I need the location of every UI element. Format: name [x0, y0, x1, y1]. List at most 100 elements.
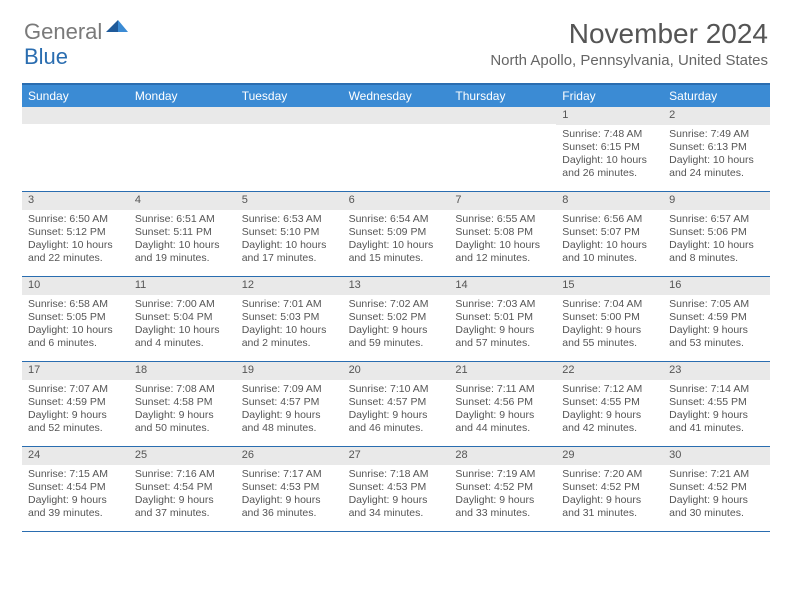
sunrise: Sunrise: 7:01 AM	[242, 298, 337, 311]
sunrise: Sunrise: 7:17 AM	[242, 468, 337, 481]
day-cell: 4Sunrise: 6:51 AMSunset: 5:11 PMDaylight…	[129, 192, 236, 276]
day-number: 7	[449, 192, 556, 210]
daylight: Daylight: 10 hours and 6 minutes.	[28, 324, 123, 350]
day-cell: 11Sunrise: 7:00 AMSunset: 5:04 PMDayligh…	[129, 277, 236, 361]
day-body: Sunrise: 7:21 AMSunset: 4:52 PMDaylight:…	[663, 465, 770, 525]
day-cell: 27Sunrise: 7:18 AMSunset: 4:53 PMDayligh…	[343, 447, 450, 531]
dow-thursday: Thursday	[449, 85, 556, 107]
daylight: Daylight: 9 hours and 37 minutes.	[135, 494, 230, 520]
day-cell: 30Sunrise: 7:21 AMSunset: 4:52 PMDayligh…	[663, 447, 770, 531]
day-body: Sunrise: 6:55 AMSunset: 5:08 PMDaylight:…	[449, 210, 556, 270]
sunset: Sunset: 4:52 PM	[455, 481, 550, 494]
day-cell: 20Sunrise: 7:10 AMSunset: 4:57 PMDayligh…	[343, 362, 450, 446]
day-body: Sunrise: 7:12 AMSunset: 4:55 PMDaylight:…	[556, 380, 663, 440]
day-body: Sunrise: 7:49 AMSunset: 6:13 PMDaylight:…	[663, 125, 770, 185]
day-number: 28	[449, 447, 556, 465]
day-cell: 24Sunrise: 7:15 AMSunset: 4:54 PMDayligh…	[22, 447, 129, 531]
daylight: Daylight: 9 hours and 33 minutes.	[455, 494, 550, 520]
day-body: Sunrise: 7:08 AMSunset: 4:58 PMDaylight:…	[129, 380, 236, 440]
daylight: Daylight: 10 hours and 26 minutes.	[562, 154, 657, 180]
day-number	[22, 107, 129, 124]
day-number: 11	[129, 277, 236, 295]
day-cell: 2Sunrise: 7:49 AMSunset: 6:13 PMDaylight…	[663, 107, 770, 191]
day-number	[343, 107, 450, 124]
daylight: Daylight: 9 hours and 55 minutes.	[562, 324, 657, 350]
day-body: Sunrise: 7:05 AMSunset: 4:59 PMDaylight:…	[663, 295, 770, 355]
sunset: Sunset: 6:13 PM	[669, 141, 764, 154]
daylight: Daylight: 9 hours and 36 minutes.	[242, 494, 337, 520]
sunrise: Sunrise: 7:48 AM	[562, 128, 657, 141]
sunset: Sunset: 4:52 PM	[669, 481, 764, 494]
sunrise: Sunrise: 6:51 AM	[135, 213, 230, 226]
sunset: Sunset: 5:12 PM	[28, 226, 123, 239]
day-number	[236, 107, 343, 124]
day-cell: 18Sunrise: 7:08 AMSunset: 4:58 PMDayligh…	[129, 362, 236, 446]
day-body: Sunrise: 7:00 AMSunset: 5:04 PMDaylight:…	[129, 295, 236, 355]
sunrise: Sunrise: 7:49 AM	[669, 128, 764, 141]
day-body: Sunrise: 7:09 AMSunset: 4:57 PMDaylight:…	[236, 380, 343, 440]
sunset: Sunset: 4:55 PM	[562, 396, 657, 409]
sunrise: Sunrise: 7:04 AM	[562, 298, 657, 311]
day-cell: 8Sunrise: 6:56 AMSunset: 5:07 PMDaylight…	[556, 192, 663, 276]
sunrise: Sunrise: 6:56 AM	[562, 213, 657, 226]
sunset: Sunset: 5:05 PM	[28, 311, 123, 324]
day-number	[449, 107, 556, 124]
sunrise: Sunrise: 7:08 AM	[135, 383, 230, 396]
sunrise: Sunrise: 7:05 AM	[669, 298, 764, 311]
day-number: 22	[556, 362, 663, 380]
sunset: Sunset: 5:06 PM	[669, 226, 764, 239]
daylight: Daylight: 9 hours and 30 minutes.	[669, 494, 764, 520]
logo-blue-row: Blue	[24, 44, 68, 70]
week-row: 17Sunrise: 7:07 AMSunset: 4:59 PMDayligh…	[22, 362, 770, 447]
sunrise: Sunrise: 7:15 AM	[28, 468, 123, 481]
day-cell	[22, 107, 129, 191]
daylight: Daylight: 10 hours and 12 minutes.	[455, 239, 550, 265]
sunset: Sunset: 6:15 PM	[562, 141, 657, 154]
day-body: Sunrise: 7:15 AMSunset: 4:54 PMDaylight:…	[22, 465, 129, 525]
day-cell: 9Sunrise: 6:57 AMSunset: 5:06 PMDaylight…	[663, 192, 770, 276]
day-number: 16	[663, 277, 770, 295]
sunset: Sunset: 4:57 PM	[349, 396, 444, 409]
sunset: Sunset: 4:57 PM	[242, 396, 337, 409]
day-cell: 13Sunrise: 7:02 AMSunset: 5:02 PMDayligh…	[343, 277, 450, 361]
daylight: Daylight: 9 hours and 41 minutes.	[669, 409, 764, 435]
day-cell: 7Sunrise: 6:55 AMSunset: 5:08 PMDaylight…	[449, 192, 556, 276]
sunset: Sunset: 4:56 PM	[455, 396, 550, 409]
day-number: 1	[556, 107, 663, 125]
sunrise: Sunrise: 7:12 AM	[562, 383, 657, 396]
day-body: Sunrise: 7:10 AMSunset: 4:57 PMDaylight:…	[343, 380, 450, 440]
day-body: Sunrise: 7:17 AMSunset: 4:53 PMDaylight:…	[236, 465, 343, 525]
sunset: Sunset: 5:11 PM	[135, 226, 230, 239]
day-number: 4	[129, 192, 236, 210]
logo-triangle-icon	[106, 18, 128, 37]
sunset: Sunset: 5:03 PM	[242, 311, 337, 324]
day-cell	[129, 107, 236, 191]
day-number: 13	[343, 277, 450, 295]
day-number: 24	[22, 447, 129, 465]
daylight: Daylight: 9 hours and 57 minutes.	[455, 324, 550, 350]
day-number: 14	[449, 277, 556, 295]
day-body: Sunrise: 7:14 AMSunset: 4:55 PMDaylight:…	[663, 380, 770, 440]
sunset: Sunset: 4:59 PM	[669, 311, 764, 324]
daylight: Daylight: 9 hours and 48 minutes.	[242, 409, 337, 435]
day-cell: 14Sunrise: 7:03 AMSunset: 5:01 PMDayligh…	[449, 277, 556, 361]
day-body: Sunrise: 6:53 AMSunset: 5:10 PMDaylight:…	[236, 210, 343, 270]
logo-text-gray: General	[24, 19, 102, 45]
day-number: 19	[236, 362, 343, 380]
day-number: 9	[663, 192, 770, 210]
sunset: Sunset: 5:02 PM	[349, 311, 444, 324]
day-cell: 15Sunrise: 7:04 AMSunset: 5:00 PMDayligh…	[556, 277, 663, 361]
day-body: Sunrise: 7:18 AMSunset: 4:53 PMDaylight:…	[343, 465, 450, 525]
sunset: Sunset: 5:04 PM	[135, 311, 230, 324]
day-cell: 12Sunrise: 7:01 AMSunset: 5:03 PMDayligh…	[236, 277, 343, 361]
day-cell: 22Sunrise: 7:12 AMSunset: 4:55 PMDayligh…	[556, 362, 663, 446]
sunset: Sunset: 4:58 PM	[135, 396, 230, 409]
sunrise: Sunrise: 7:20 AM	[562, 468, 657, 481]
day-number: 26	[236, 447, 343, 465]
daylight: Daylight: 10 hours and 8 minutes.	[669, 239, 764, 265]
day-body: Sunrise: 7:04 AMSunset: 5:00 PMDaylight:…	[556, 295, 663, 355]
sunset: Sunset: 4:54 PM	[135, 481, 230, 494]
sunrise: Sunrise: 7:02 AM	[349, 298, 444, 311]
dow-row: Sunday Monday Tuesday Wednesday Thursday…	[22, 85, 770, 107]
daylight: Daylight: 10 hours and 22 minutes.	[28, 239, 123, 265]
